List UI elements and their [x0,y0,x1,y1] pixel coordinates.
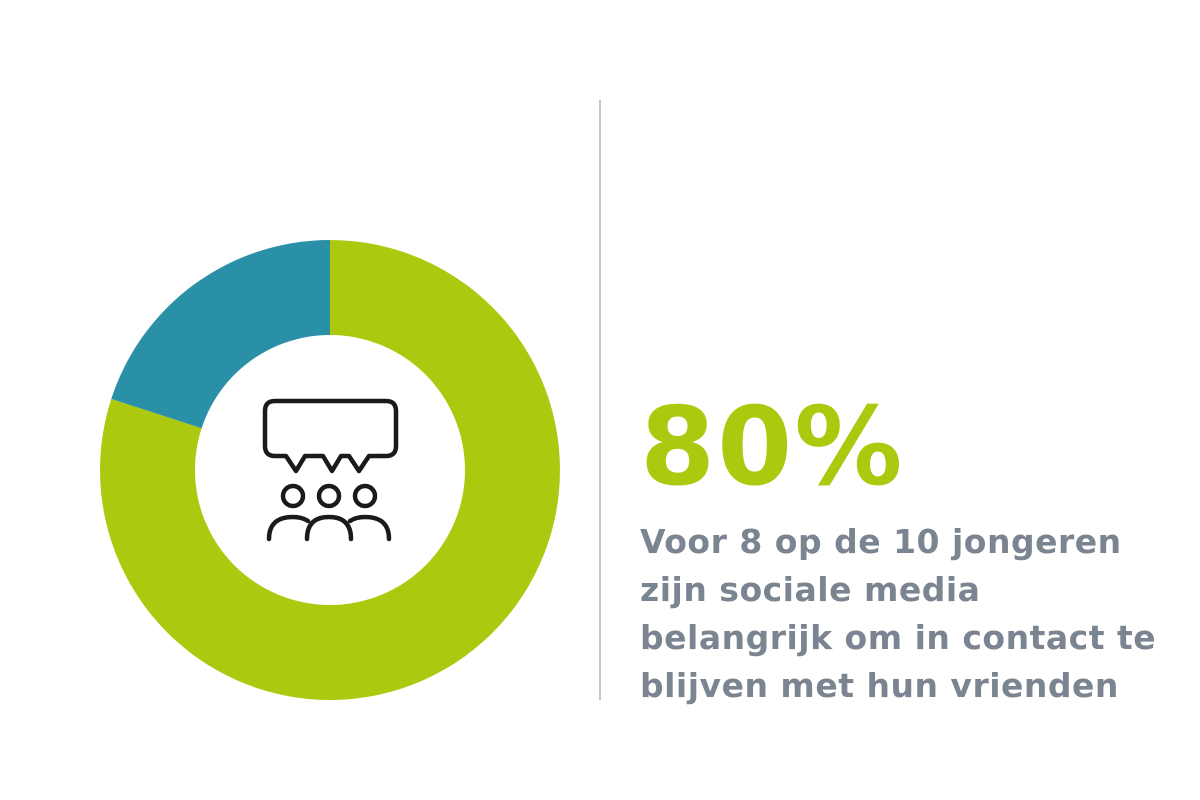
speech-bubble-group-icon [262,398,399,542]
stat-description-line: zijn sociale media [640,570,981,609]
stat-description-line: Voor 8 op de 10 jongeren [640,522,1122,561]
stat-description-line: blijven met hun vrienden [640,666,1119,705]
stat-block: 80% Voor 8 op de 10 jongeren zijn social… [640,388,1180,710]
stat-description: Voor 8 op de 10 jongeren zijn sociale me… [640,518,1180,710]
donut-chart [99,240,560,700]
stat-percentage: 80% [640,385,905,510]
vertical-divider [599,100,601,700]
stat-description-line: belangrijk om in contact te [640,618,1157,657]
